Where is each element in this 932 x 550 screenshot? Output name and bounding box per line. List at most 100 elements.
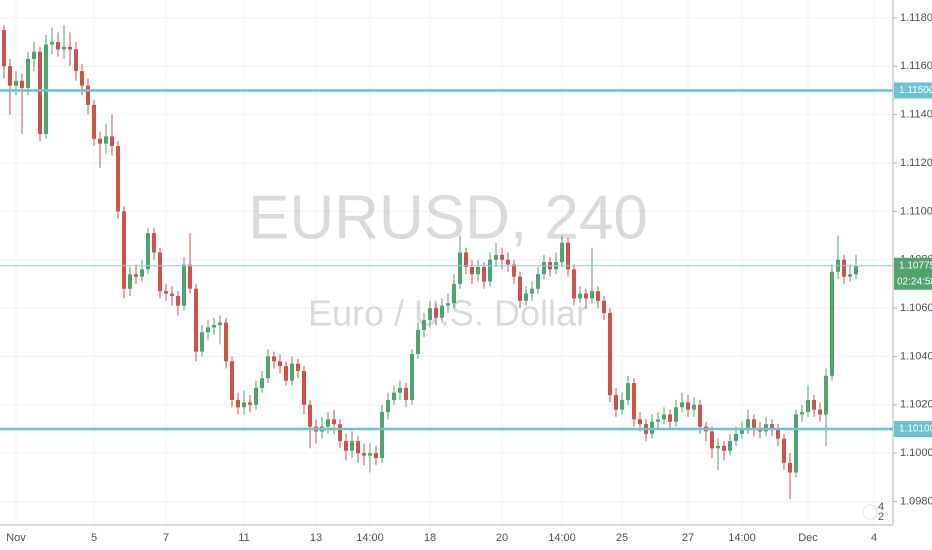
candle-body: [440, 305, 444, 318]
candle-body: [452, 283, 456, 304]
candle-body: [284, 366, 288, 381]
x-tick-label: 14:00: [548, 532, 576, 544]
candle-body: [20, 80, 24, 89]
candle-body: [212, 325, 216, 328]
candle-body: [392, 392, 396, 400]
x-tick-label: 14:00: [728, 532, 756, 544]
candle-body: [68, 46, 72, 50]
candle-body: [590, 291, 594, 299]
x-tick-label: 4: [871, 532, 877, 544]
candle-body: [38, 51, 42, 134]
candle-body: [218, 322, 222, 326]
x-tick-label: 20: [496, 532, 508, 544]
candle-body: [812, 399, 816, 410]
candle-body: [56, 42, 60, 50]
candle-body: [362, 453, 366, 456]
candle-body: [422, 320, 426, 330]
y-tick-label: 1.11200: [900, 157, 932, 169]
candle-body: [332, 419, 336, 425]
candle-body: [770, 424, 774, 429]
candle-body: [692, 404, 696, 410]
candle-body: [542, 262, 546, 275]
candle-body: [206, 327, 210, 333]
candle-body: [824, 375, 828, 415]
candle-body: [290, 363, 294, 381]
candle-body: [248, 402, 252, 405]
countdown: 02:24:58: [897, 276, 932, 287]
x-tick-label: 11: [238, 532, 249, 544]
candle-body: [260, 378, 264, 388]
price-label-box: [894, 82, 932, 99]
candle-body: [674, 407, 678, 422]
y-tick-label: 1.11800: [900, 12, 932, 24]
candle-body: [242, 402, 246, 408]
candle-body: [530, 288, 534, 294]
y-tick-label: 1.11600: [900, 60, 932, 72]
x-tick-label: 5: [91, 532, 97, 544]
candle-body: [2, 29, 6, 67]
candle-body: [272, 356, 276, 362]
price-label: 1.11500: [899, 85, 932, 96]
candle-body: [380, 412, 384, 459]
axis: 1.118001.116001.114001.112001.110001.108…: [6, 12, 932, 544]
candle-body: [668, 414, 672, 422]
candle-body: [722, 445, 726, 451]
candle-body: [788, 462, 792, 473]
x-tick-label: 27: [682, 532, 694, 544]
candle-body: [686, 402, 690, 410]
x-tick-label: 18: [424, 532, 436, 544]
candle-body: [728, 441, 732, 451]
candle-body: [344, 441, 348, 451]
x-tick-label: 14:00: [356, 532, 384, 544]
candle-body: [740, 428, 744, 434]
candle-body: [434, 308, 438, 318]
watermark-title: EURUSD, 240: [248, 183, 648, 252]
x-tick-label: 13: [310, 532, 322, 544]
candle-body: [752, 419, 756, 429]
candle-body: [830, 271, 834, 376]
candle-body: [188, 264, 192, 289]
candle-body: [254, 387, 258, 405]
candle-body: [818, 409, 822, 415]
candle-body: [50, 42, 54, 45]
candle-body: [536, 274, 540, 289]
candle-body: [182, 264, 186, 306]
candle-body: [638, 419, 642, 425]
candle-body: [416, 329, 420, 355]
x-tick-label: 25: [616, 532, 628, 544]
candle-body: [446, 303, 450, 306]
candle-body: [566, 242, 570, 270]
candle-body: [338, 424, 342, 442]
candle-body: [482, 266, 486, 282]
candle-body: [512, 264, 516, 277]
candle-body: [584, 293, 588, 299]
candle-body: [152, 233, 156, 253]
price-label: 1.10100: [899, 424, 932, 435]
y-tick-label: 1.11400: [900, 109, 932, 121]
y-tick-label: 1.11000: [900, 205, 932, 217]
candle-body: [200, 332, 204, 352]
candle-body: [26, 59, 30, 89]
x-tick-label: 7: [163, 532, 169, 544]
candle-body: [782, 438, 786, 463]
candle-body: [428, 308, 432, 321]
last-price-box: [894, 257, 932, 290]
badge-text: 4: [878, 501, 884, 513]
x-tick-label: Dec: [798, 532, 818, 544]
candle-body: [74, 49, 78, 72]
y-tick-label: 1.10600: [900, 302, 932, 314]
candle-body: [560, 242, 564, 263]
last-price-label: 1.10775: [899, 260, 932, 271]
candle-body: [296, 363, 300, 371]
candle-body: [104, 136, 108, 144]
candle-body: [230, 361, 234, 400]
y-tick-label: 1.10200: [900, 399, 932, 411]
candle-body: [716, 445, 720, 449]
candle-body: [746, 419, 750, 429]
candle-body: [266, 356, 270, 379]
candle-body: [680, 402, 684, 408]
candle-body: [470, 266, 474, 275]
candle-body: [86, 85, 90, 105]
candle-body: [800, 412, 804, 415]
